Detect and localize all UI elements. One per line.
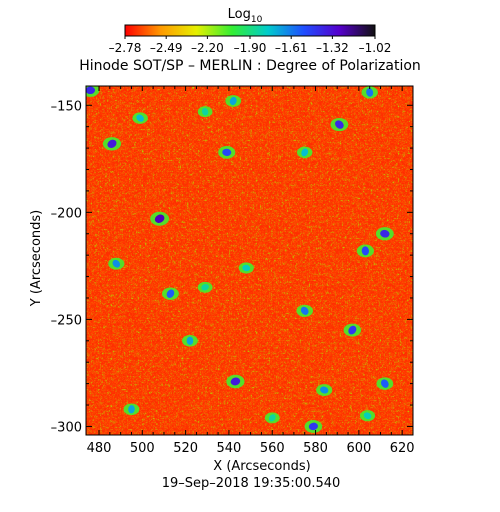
x-axis: 480 500 520 540 560 580 600 620 (87, 86, 415, 456)
y-tick-label: –150 (51, 99, 82, 114)
x-tick-label: 600 (346, 441, 371, 456)
feature-core (229, 96, 237, 106)
feature-core (166, 289, 175, 298)
heatmap-speckle-red (86, 86, 413, 435)
colorbar-tick-label: –2.78 (109, 41, 142, 55)
feature-core (107, 139, 117, 148)
colorbar-tick-label: –1.32 (316, 41, 349, 55)
y-axis: –150 –200 –250 –300 (51, 99, 413, 435)
feature-core (86, 86, 96, 95)
feature-core (363, 412, 372, 420)
feature-core (222, 148, 232, 157)
feature-core (381, 379, 389, 388)
feature-core (186, 336, 194, 345)
x-tick-label: 620 (390, 441, 415, 456)
x-axis-label: X (Arcseconds) (213, 459, 310, 474)
polarization-features (86, 86, 394, 433)
colorbar-tick-label: –2.49 (150, 41, 183, 55)
colorbar: Log10 –2.78 –2.49 –2.20 –1.90 –1.61 –1.32 –1.0… (109, 7, 392, 55)
y-tick-label: –250 (51, 313, 82, 328)
x-tick-label: 520 (173, 441, 198, 456)
plot-frame (85, 85, 414, 436)
x-tick-label: 580 (303, 441, 328, 456)
feature-core (300, 306, 309, 315)
x-tick-label: 540 (217, 441, 242, 456)
colorbar-tick-label: –1.61 (275, 41, 308, 55)
feature-core (230, 377, 241, 386)
feature-core (301, 148, 309, 157)
x-tick-label: 560 (260, 441, 285, 456)
plot-area: 480 500 520 540 560 580 600 620 –150 –200 –250 –30… (51, 85, 415, 456)
observation-timestamp: 19–Sep–2018 19:35:00.540 (162, 476, 341, 491)
y-tick-label: –200 (51, 206, 82, 221)
y-axis-label: Y (Arcseconds) (29, 210, 44, 307)
feature-core (335, 120, 344, 129)
heatmap-image (86, 86, 413, 435)
y-tick-label: –300 (51, 420, 82, 435)
feature-core (361, 246, 369, 256)
feature-core (320, 386, 329, 394)
colorbar-tick-label: –1.02 (359, 41, 392, 55)
feature-core (268, 414, 276, 422)
feature-core (112, 259, 121, 268)
colorbar-tick-label: –1.90 (234, 41, 267, 55)
colorbar-gradient (124, 24, 376, 37)
x-tick-label: 480 (87, 441, 112, 456)
feature-core (154, 214, 165, 223)
feature-core (128, 405, 135, 414)
feature-core (201, 107, 209, 116)
feature-core (242, 264, 251, 272)
colorbar-label-subscript: 10 (251, 15, 263, 25)
colorbar-ticks: –2.78 –2.49 –2.20 –1.90 –1.61 –1.32 –1.02 (109, 36, 392, 55)
feature-core (136, 114, 144, 122)
x-tick-label: 500 (130, 441, 155, 456)
feature-core (201, 284, 209, 291)
feature-core (366, 88, 374, 97)
feature-core (348, 325, 357, 335)
colorbar-label: Log10 (228, 7, 263, 25)
colorbar-tick-label: –2.20 (191, 41, 224, 55)
chart-title: Hinode SOT/SP – MERLIN : Degree of Polar… (79, 58, 421, 74)
feature-core (380, 229, 390, 238)
feature-core (308, 422, 318, 431)
